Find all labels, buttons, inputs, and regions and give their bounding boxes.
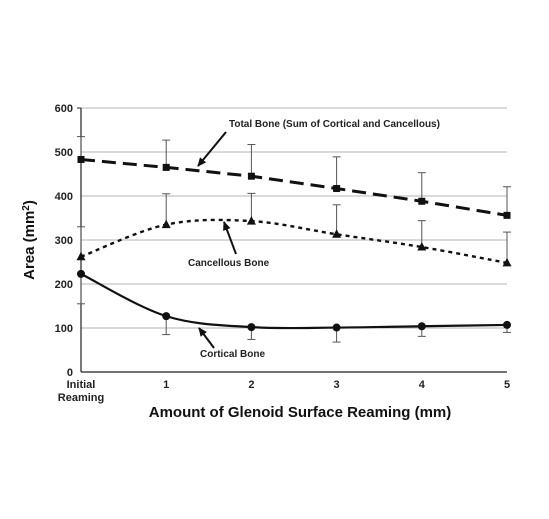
annotations: Total Bone (Sum of Cortical and Cancello…	[188, 119, 440, 360]
marker-circle	[77, 269, 85, 278]
series-line-0	[80, 157, 508, 217]
y-tick-label: 200	[55, 279, 73, 291]
y-tick-label: 0	[67, 367, 73, 379]
annotation-label: Cortical Bone	[200, 349, 265, 360]
marker-square	[503, 211, 511, 219]
y-axis-title-sup: 2	[21, 205, 32, 211]
data-markers	[76, 155, 512, 332]
series-line-1	[80, 218, 508, 265]
marker-square	[77, 155, 85, 163]
marker-circle	[417, 322, 426, 331]
x-tick-label: 5	[504, 379, 510, 391]
marker-circle	[162, 312, 171, 321]
annotation-arrow	[197, 131, 227, 167]
gridlines	[81, 107, 507, 329]
marker-circle	[332, 323, 341, 332]
y-axis-title: Area (mm2)	[21, 200, 39, 280]
annotation-arrow	[198, 327, 215, 349]
y-tick-label: 600	[55, 103, 73, 115]
marker-circle	[503, 320, 511, 329]
marker-triangle	[161, 219, 171, 229]
y-tick-label: 300	[55, 235, 73, 247]
y-axis-title-close: )	[21, 200, 38, 205]
y-tick-label: 500	[55, 147, 73, 159]
x-tick-label: Initial	[67, 379, 96, 391]
marker-triangle	[76, 251, 86, 261]
marker-square	[247, 172, 255, 180]
y-axis-title-main: Area (mm	[21, 211, 38, 280]
x-tick-label: 4	[419, 379, 426, 391]
x-tick-label: 1	[163, 379, 169, 391]
x-tick-label: Reaming	[58, 392, 104, 404]
x-axis-title: Amount of Glenoid Surface Reaming (mm)	[149, 404, 452, 421]
annotation-label: Total Bone (Sum of Cortical and Cancello…	[229, 119, 440, 130]
error-bars	[77, 136, 511, 343]
marker-triangle	[246, 216, 256, 225]
marker-triangle	[417, 242, 427, 251]
y-tick-labels: 0 100 200 300 400 500 600	[55, 103, 73, 379]
marker-triangle	[332, 229, 342, 238]
annotation-label: Cancellous Bone	[188, 258, 270, 269]
series-lines	[80, 157, 508, 330]
x-tick-label: 3	[334, 379, 340, 391]
marker-square	[333, 185, 341, 193]
y-tick-label: 100	[55, 323, 73, 335]
marker-circle	[247, 323, 256, 332]
marker-triangle	[502, 257, 512, 267]
y-tick-label: 400	[55, 191, 73, 203]
annotation-arrow	[223, 221, 237, 255]
series-line-2	[80, 272, 508, 330]
x-tick-label: 2	[248, 379, 254, 391]
marker-square	[418, 197, 426, 205]
marker-square	[162, 163, 170, 171]
